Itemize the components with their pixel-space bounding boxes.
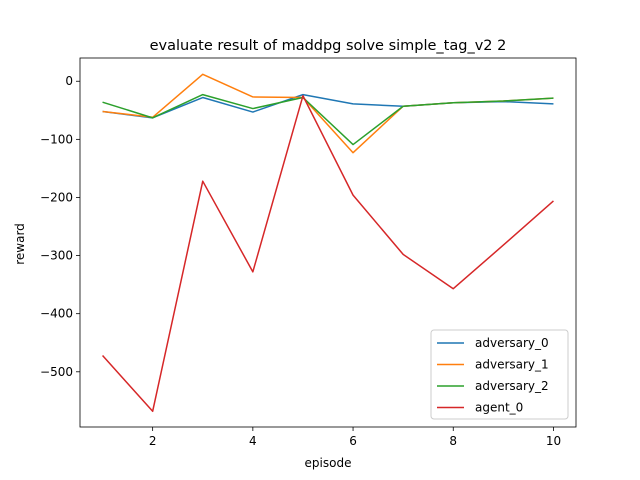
series-line-agent_0 [101, 95, 554, 413]
plot-area [79, 57, 577, 428]
axes-frame [79, 57, 577, 428]
y-tick-label: −300 [40, 249, 73, 263]
legend-label-agent_0: agent_0 [475, 401, 523, 415]
x-tick-label: 6 [349, 434, 357, 448]
x-tick-label: 2 [149, 434, 157, 448]
y-tick-label: −200 [40, 190, 73, 204]
y-tick-label: −400 [40, 307, 73, 321]
y-axis-title: reward [13, 223, 27, 265]
x-tick-label: 10 [546, 434, 561, 448]
series-line-adversary_2 [102, 93, 554, 146]
legend-label-adversary_1: adversary_1 [475, 358, 549, 372]
series-layer [101, 73, 554, 413]
legend-box [430, 329, 569, 420]
chart-title: evaluate result of maddpg solve simple_t… [150, 38, 507, 54]
x-axis: 2 4 6 8 10 [149, 427, 561, 448]
y-tick-label: −500 [40, 365, 73, 379]
y-tick-label: 0 [65, 74, 73, 88]
legend-label-adversary_2: adversary_2 [475, 379, 549, 393]
x-tick-label: 4 [249, 434, 257, 448]
y-tick-label: −100 [40, 132, 73, 146]
x-axis-title: episode [305, 456, 352, 470]
y-axis: 0 −100 −200 −300 −400 −500 [40, 74, 80, 379]
legend-label-adversary_0: adversary_0 [475, 336, 549, 350]
x-tick-label: 8 [449, 434, 457, 448]
legend: adversary_0 adversary_1 adversary_2 agent_0 [430, 329, 569, 420]
